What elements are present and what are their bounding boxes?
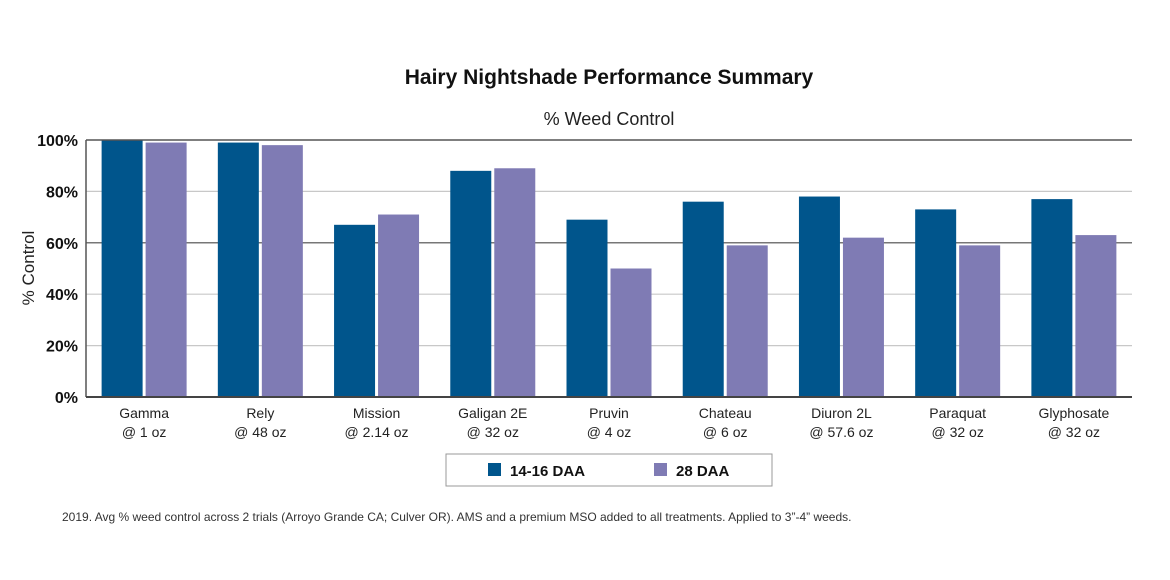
bar-14-16-daa-7 <box>915 209 957 397</box>
bars <box>101 140 1117 397</box>
chart-subtitle: % Weed Control <box>544 109 675 129</box>
x-tick-label: Galigan 2E <box>458 405 527 421</box>
x-tick-label: Mission <box>353 405 400 421</box>
footnote: 2019. Avg % weed control across 2 trials… <box>62 510 851 524</box>
x-tick-sublabel: @ 32 oz <box>467 424 519 440</box>
x-tick-label: Pruvin <box>589 405 629 421</box>
legend-swatch <box>654 463 667 476</box>
y-tick-label: 0% <box>55 390 78 407</box>
x-ticks: Gamma @ 1 oz Rely @ 48 oz Mission @ 2.14 oz Ga… <box>119 405 1109 440</box>
bar-14-16-daa-4 <box>566 219 608 397</box>
x-tick-label: Paraquat <box>929 405 986 421</box>
legend-label: 14-16 DAA <box>510 463 585 480</box>
bar-14-16-daa-8 <box>1031 199 1073 397</box>
y-tick-label: 40% <box>46 287 78 304</box>
bar-14-16-daa-6 <box>798 196 840 397</box>
bar-14-16-daa-2 <box>334 224 376 397</box>
x-tick-sublabel: @ 6 oz <box>703 424 748 440</box>
x-tick-label: Chateau <box>699 405 752 421</box>
bar-14-16-daa-5 <box>682 201 724 397</box>
x-tick-sublabel: @ 48 oz <box>234 424 286 440</box>
y-tick-label: 20% <box>46 339 78 356</box>
legend-swatch <box>488 463 501 476</box>
y-tick-label: 60% <box>46 236 78 253</box>
y-axis-label: % Control <box>19 231 38 306</box>
bar-28-daa-8 <box>1075 235 1117 397</box>
x-tick-sublabel: @ 32 oz <box>1048 424 1100 440</box>
x-tick-label: Diuron 2L <box>811 405 872 421</box>
bar-28-daa-2 <box>378 214 420 397</box>
y-tick-label: 80% <box>46 184 78 201</box>
axes <box>85 139 1132 398</box>
x-tick-sublabel: @ 1 oz <box>122 424 167 440</box>
bar-28-daa-1 <box>261 145 303 397</box>
x-tick-label: Glyphosate <box>1038 405 1109 421</box>
bar-28-daa-6 <box>842 237 884 397</box>
chart-title: Hairy Nightshade Performance Summary <box>405 66 814 89</box>
x-tick-sublabel: @ 4 oz <box>587 424 632 440</box>
legend: 14-16 DAA 28 DAA <box>445 453 773 487</box>
bar-14-16-daa-1 <box>217 142 259 397</box>
x-tick-label: Gamma <box>119 405 169 421</box>
legend-box <box>445 453 773 487</box>
y-ticks: 0% 20% 40% 60% 80% 100% <box>37 133 78 407</box>
bar-14-16-daa-0 <box>101 140 143 397</box>
gridlines <box>86 190 1132 347</box>
bar-28-daa-7 <box>959 245 1001 397</box>
legend-label: 28 DAA <box>676 463 730 480</box>
bar-28-daa-4 <box>610 268 652 397</box>
x-tick-sublabel: @ 32 oz <box>931 424 983 440</box>
bar-28-daa-5 <box>726 245 768 397</box>
x-tick-sublabel: @ 57.6 oz <box>809 424 873 440</box>
y-tick-label: 100% <box>37 133 78 150</box>
bar-28-daa-0 <box>145 142 187 397</box>
x-tick-label: Rely <box>246 405 274 421</box>
bar-28-daa-3 <box>494 168 536 397</box>
x-tick-sublabel: @ 2.14 oz <box>345 424 409 440</box>
bar-14-16-daa-3 <box>450 170 492 397</box>
